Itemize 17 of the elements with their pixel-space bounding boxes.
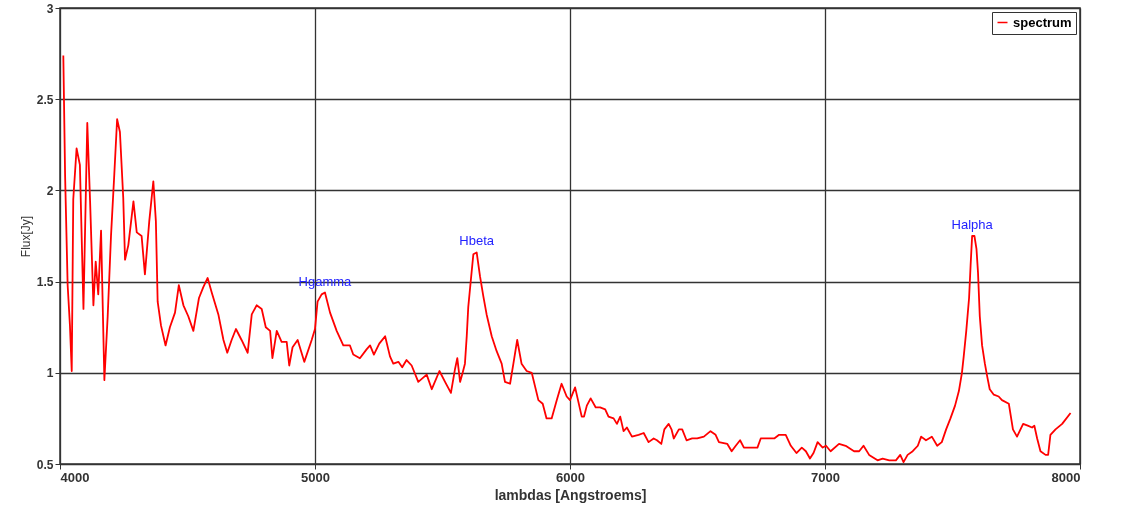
y-tick-label: 1 (46, 366, 54, 381)
x-tick-label: 6000 (556, 469, 585, 485)
y-tick-label: 2.5 (36, 92, 54, 107)
x-tick-label: 7000 (811, 469, 840, 485)
x-tick-label: 5000 (301, 469, 330, 485)
legend-label: spectrum (1013, 14, 1072, 30)
y-tick-label: 3 (46, 1, 54, 16)
x-tick-label: 8000 (1051, 469, 1081, 485)
x-tick-label: 4000 (60, 469, 90, 485)
y-tick-label: 0.5 (36, 457, 54, 472)
y-tick-label: 1.5 (36, 275, 54, 290)
annotation: Hbeta (459, 233, 495, 249)
annotation: Halpha (951, 217, 994, 232)
y-tick-label: 2 (46, 183, 54, 198)
y-axis-title: Flux[Jy] (18, 215, 33, 258)
x-axis-title: lambdas [Angstroems] (494, 486, 647, 503)
line-series (62, 54, 1072, 464)
